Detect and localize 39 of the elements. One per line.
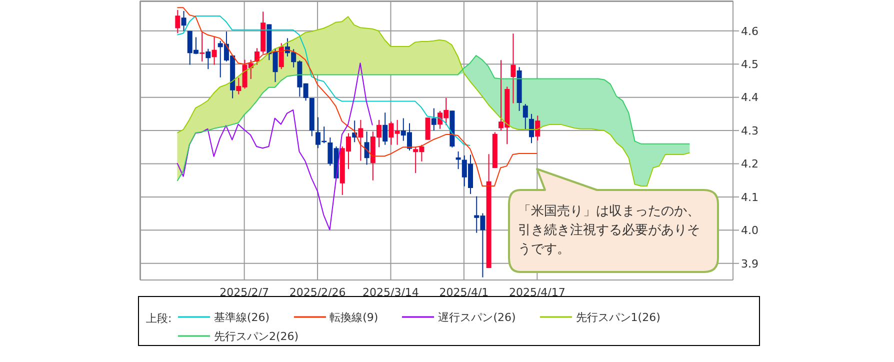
candlestick (212, 36, 217, 66)
candlestick (425, 117, 430, 140)
line-series (176, 15, 471, 146)
legend-label: 遅行スパン(26) (438, 310, 516, 324)
candlestick (535, 115, 540, 141)
x-tick-label: 2025/2/26 (289, 286, 346, 299)
annotation: 「米国売り」は収まったのか、引き続き注視する必要がありそうです。 (518, 203, 701, 259)
y-tick-label: 4.4 (741, 91, 758, 104)
line-series (176, 62, 373, 230)
y-tick-label: 4.3 (741, 124, 758, 138)
x-tick-label: 2025/3/14 (362, 286, 419, 299)
y-tick-label: 4.6 (741, 24, 758, 38)
candlestick (358, 119, 364, 162)
candlestick (364, 131, 370, 166)
line-series (176, 7, 538, 187)
legend-title: 上段: (146, 311, 172, 326)
legend-label: 先行スパン2(26) (214, 328, 299, 344)
candlestick (175, 9, 180, 34)
candlestick (522, 103, 528, 130)
candlestick (278, 42, 284, 70)
legend-label: 転換線(9) (330, 310, 378, 324)
x-tick-label: 2025/4/1 (439, 286, 489, 299)
y-tick-label: 4.2 (741, 158, 758, 171)
y-tick-label: 4.5 (741, 58, 758, 72)
y-tick-label: 4.0 (741, 224, 758, 238)
candlestick (456, 150, 461, 170)
y-tick-label: 4.1 (741, 190, 758, 204)
y-tick-label: 3.9 (741, 257, 758, 270)
candlestick (200, 32, 205, 62)
candlestick (206, 48, 211, 70)
candlestick (382, 112, 388, 146)
x-tick-label: 2025/4/17 (508, 286, 566, 299)
candlestick (510, 33, 516, 104)
candlestick (529, 113, 534, 144)
legend-label: 基準線(26) (214, 310, 270, 324)
candlestick (431, 108, 436, 132)
candlestick (181, 10, 186, 32)
legend-label: 先行スパン1(26) (576, 310, 660, 324)
x-tick-label: 2025/2/7 (220, 286, 270, 299)
